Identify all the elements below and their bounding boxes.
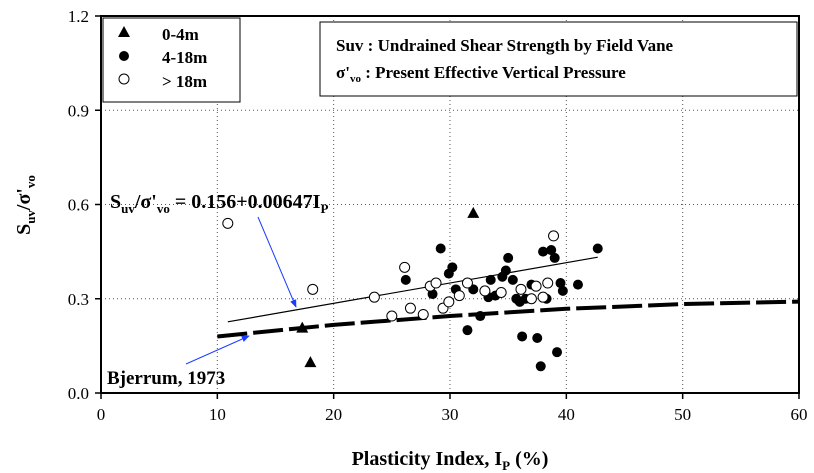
legend-marker-open-circle (118, 73, 130, 85)
data-point-4-18m (532, 333, 543, 344)
data-point-gt-18m (453, 290, 465, 302)
data-point-4-18m (592, 243, 603, 254)
legend: 0-4m 4-18m > 18m (102, 17, 241, 103)
data-point-gt-18m (399, 261, 411, 273)
data-point-4-18m (475, 311, 486, 322)
data-point-0-4m (467, 206, 480, 218)
data-point-4-18m (546, 245, 557, 256)
data-point-4-18m (557, 285, 568, 296)
regression-arrow (257, 216, 297, 308)
bjerrum-label: Bjerrum, 1973 (107, 368, 225, 389)
data-point-4-18m (500, 265, 511, 276)
data-point-4-18m (485, 274, 496, 285)
y-tick-label: 0.0 (68, 384, 89, 403)
data-point-4-18m (435, 243, 446, 254)
data-point-gt-18m (368, 291, 380, 303)
data-point-gt-18m (307, 283, 319, 295)
data-point-gt-18m (548, 230, 560, 242)
data-point-0-4m (304, 356, 317, 368)
y-tick-label: 0.3 (68, 290, 89, 309)
x-tick-label: 10 (209, 405, 226, 424)
data-point-4-18m (555, 278, 566, 289)
data-point-gt-18m (404, 302, 416, 314)
data-point-gt-18m (417, 308, 429, 320)
y-tick-label: 0.9 (68, 101, 89, 120)
data-point-4-18m (517, 331, 528, 342)
data-point-4-18m (538, 246, 549, 257)
legend-marker-triangle (118, 26, 130, 37)
legend-marker-filled-circle (119, 51, 129, 61)
data-points (222, 206, 603, 372)
legend-label-gt-18m: > 18m (162, 72, 207, 91)
data-point-4-18m (462, 325, 473, 336)
bjerrum-arrow (185, 335, 250, 365)
x-axis-title: Plasticity Index, IP (%) (352, 448, 549, 473)
data-point-4-18m (503, 252, 514, 263)
data-point-gt-18m (537, 291, 549, 303)
data-point-gt-18m (430, 277, 442, 289)
data-point-4-18m (507, 274, 518, 285)
regression-equation: Suv/σ'vo = 0.156+0.00647IP (110, 191, 328, 216)
definitions-frame (319, 21, 798, 97)
data-point-4-18m (552, 347, 563, 358)
x-tick-label: 30 (442, 405, 459, 424)
data-point-gt-18m (525, 293, 537, 305)
x-tick-label: 50 (674, 405, 691, 424)
legend-label-4-18m: 4-18m (162, 48, 207, 67)
definition-suv: Suv : Undrained Shear Strength by Field … (336, 36, 674, 55)
data-point-gt-18m (495, 286, 507, 298)
y-axis-title: Suv/σ'vo (13, 175, 38, 235)
data-point-gt-18m (530, 280, 542, 292)
x-tick-label: 60 (791, 405, 808, 424)
axes: 0 10 20 30 40 50 60 0.0 0.3 0.6 0.9 1.2 (68, 7, 808, 424)
data-point-gt-18m (542, 277, 554, 289)
legend-label-0-4m: 0-4m (162, 25, 199, 44)
data-point-4-18m (572, 279, 583, 290)
data-point-4-18m (447, 262, 458, 273)
data-point-gt-18m (515, 283, 527, 295)
x-tick-label: 0 (97, 405, 106, 424)
definition-sigma-vo: σ'vo : Present Effective Vertical Pressu… (336, 63, 626, 85)
definitions-box: Suv : Undrained Shear Strength by Field … (319, 21, 798, 97)
data-point-gt-18m (479, 285, 491, 297)
data-point-4-18m (400, 274, 411, 285)
data-point-gt-18m (461, 277, 473, 289)
data-point-gt-18m (222, 217, 234, 229)
data-point-gt-18m (386, 310, 398, 322)
x-tick-label: 20 (325, 405, 342, 424)
x-tick-label: 40 (558, 405, 575, 424)
data-point-4-18m (549, 252, 560, 263)
regression-line (227, 256, 598, 323)
y-tick-label: 1.2 (68, 7, 89, 26)
y-tick-label: 0.6 (68, 196, 89, 215)
data-point-0-4m (296, 321, 309, 333)
data-point-4-18m (535, 361, 546, 372)
data-point-gt-18m (443, 296, 455, 308)
bjerrum-curve (217, 299, 800, 339)
